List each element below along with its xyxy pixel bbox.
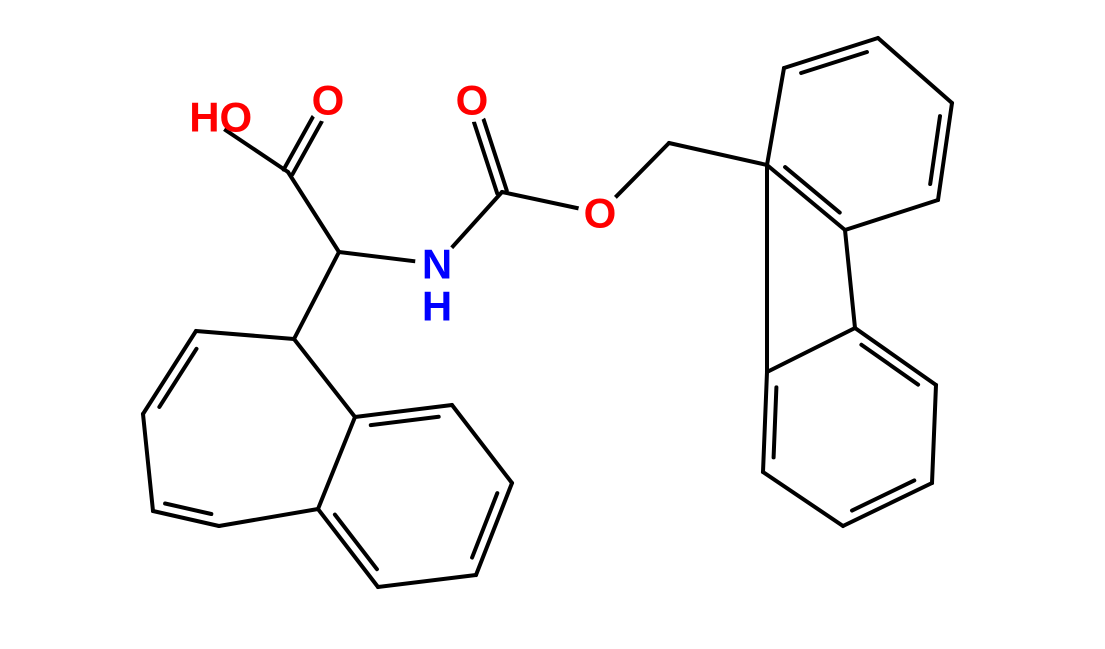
atom-label: N <box>422 241 452 288</box>
atom-label: O <box>584 190 617 237</box>
atom-label: O <box>456 77 489 124</box>
atom-label: H <box>422 283 452 330</box>
bond <box>774 387 777 457</box>
atom-label: O <box>312 77 345 124</box>
molecule-diagram: OHONHOO <box>0 0 1105 649</box>
atom-label: HO <box>189 94 252 141</box>
canvas-background <box>0 0 1105 649</box>
